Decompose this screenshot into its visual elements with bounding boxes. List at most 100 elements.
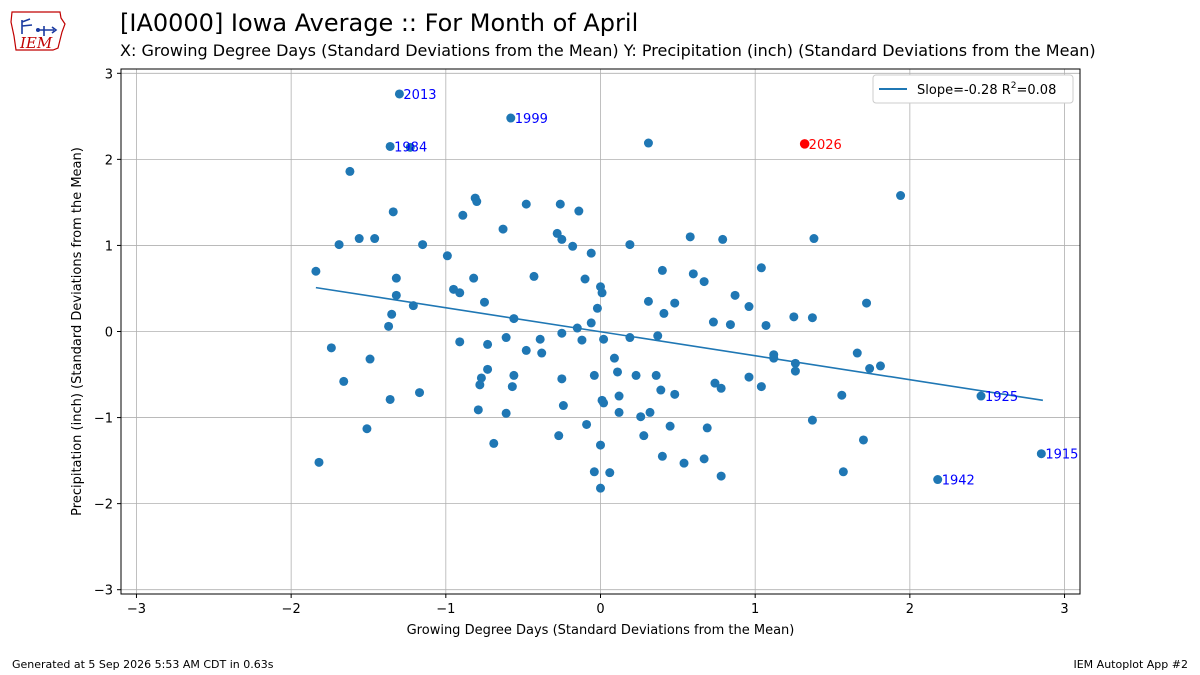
data-point xyxy=(586,318,596,328)
data-point xyxy=(657,265,667,275)
data-point xyxy=(613,367,623,377)
data-point xyxy=(665,421,675,431)
data-point xyxy=(605,468,615,478)
data-point xyxy=(852,348,862,358)
data-point xyxy=(370,234,380,244)
data-point xyxy=(837,390,847,400)
data-point xyxy=(391,290,401,300)
data-point xyxy=(744,372,754,382)
year-label: 1984 xyxy=(394,140,427,155)
data-point xyxy=(521,199,531,209)
y-tick-label: 2 xyxy=(105,153,113,168)
data-point xyxy=(537,348,547,358)
data-point xyxy=(557,234,567,244)
data-point xyxy=(580,274,590,284)
data-point xyxy=(643,138,653,148)
data-point xyxy=(489,438,499,448)
data-point xyxy=(699,454,709,464)
data-point xyxy=(631,370,641,380)
station-dot-icon xyxy=(36,28,40,32)
data-point xyxy=(475,380,485,390)
data-point xyxy=(639,431,649,441)
current-year-point xyxy=(799,139,810,149)
data-point xyxy=(862,298,872,308)
data-point xyxy=(472,197,482,207)
data-point xyxy=(679,458,689,468)
x-tick-label: 1 xyxy=(751,602,759,617)
data-point xyxy=(473,405,483,415)
data-point xyxy=(415,388,425,398)
data-point xyxy=(790,358,800,368)
grid-lines xyxy=(121,69,1080,594)
data-point xyxy=(557,374,567,384)
data-point xyxy=(418,240,428,250)
data-point xyxy=(718,234,728,244)
iem-logo: IEM xyxy=(10,11,66,52)
data-point xyxy=(670,389,680,399)
data-point xyxy=(809,234,819,244)
labeled-data-point xyxy=(976,391,986,401)
data-point xyxy=(625,240,635,250)
data-point xyxy=(651,370,661,380)
data-point xyxy=(807,415,817,425)
data-point xyxy=(345,166,355,176)
data-point xyxy=(614,407,624,417)
data-point xyxy=(557,328,567,338)
data-point xyxy=(896,191,906,201)
x-tick-label: −1 xyxy=(436,602,455,617)
data-point xyxy=(498,224,508,234)
year-label: 2013 xyxy=(403,88,436,103)
legend-label-suffix: =0.08 xyxy=(1017,83,1057,98)
y-tick-label: −1 xyxy=(94,412,113,427)
data-point xyxy=(483,339,493,349)
data-point xyxy=(555,199,565,209)
data-point xyxy=(391,273,401,283)
data-point xyxy=(589,467,599,477)
data-point xyxy=(716,383,726,393)
data-point xyxy=(685,232,695,242)
data-point xyxy=(592,303,602,313)
data-point xyxy=(476,373,486,383)
data-point xyxy=(725,320,735,330)
data-point xyxy=(408,301,418,311)
data-point xyxy=(643,296,653,306)
year-label: 1925 xyxy=(985,390,1018,405)
x-tick-label: −2 xyxy=(282,602,301,617)
data-point xyxy=(769,353,779,363)
data-point xyxy=(387,309,397,319)
data-point xyxy=(362,424,372,434)
chart-subtitle: X: Growing Degree Days (Standard Deviati… xyxy=(120,41,1096,60)
data-point xyxy=(586,248,596,258)
data-point xyxy=(657,451,667,461)
data-point xyxy=(554,431,564,441)
data-point xyxy=(479,297,489,307)
generated-timestamp: Generated at 5 Sep 2026 5:53 AM CDT in 0… xyxy=(12,658,274,671)
data-point xyxy=(385,394,395,404)
data-point xyxy=(589,370,599,380)
year-label: 1915 xyxy=(1045,448,1078,463)
iowa-state-map-icon xyxy=(10,11,66,51)
data-point xyxy=(469,273,479,283)
data-point xyxy=(596,483,605,493)
data-point xyxy=(388,207,398,217)
data-point xyxy=(574,206,584,216)
data-point xyxy=(334,240,344,250)
data-point xyxy=(599,398,609,408)
y-tick-label: −3 xyxy=(94,584,113,599)
data-point xyxy=(442,251,452,261)
data-point xyxy=(609,353,619,363)
x-axis-label: Growing Degree Days (Standard Deviations… xyxy=(407,623,795,638)
data-point xyxy=(761,320,771,330)
data-point xyxy=(521,345,531,355)
data-point xyxy=(597,288,607,298)
data-point xyxy=(568,241,578,251)
logo-text: IEM xyxy=(19,34,53,52)
y-tick-label: 3 xyxy=(105,67,113,82)
data-point xyxy=(509,370,519,380)
data-point xyxy=(577,335,587,345)
data-point xyxy=(507,382,517,392)
data-point xyxy=(807,313,817,323)
legend-label-superscript: 2 xyxy=(1011,81,1017,91)
data-point xyxy=(572,323,582,333)
data-point xyxy=(326,343,336,353)
